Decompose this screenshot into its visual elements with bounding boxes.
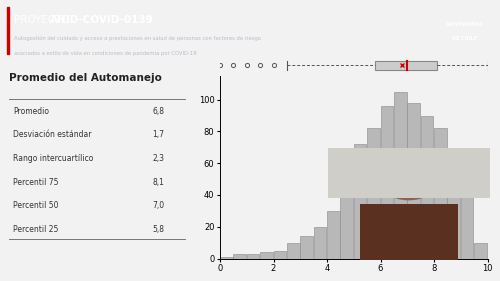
Text: 6,8: 6,8 — [152, 107, 164, 116]
Text: UNIVERSIDAD: UNIVERSIDAD — [446, 22, 484, 27]
Text: 2,3: 2,3 — [152, 154, 164, 163]
Bar — [327, 211, 340, 259]
Bar — [461, 195, 473, 259]
Bar — [375, 61, 436, 70]
Bar — [234, 254, 246, 259]
Bar — [6, 7, 9, 55]
Bar — [394, 92, 406, 259]
Bar — [274, 251, 286, 259]
Bar — [408, 103, 420, 259]
Bar — [354, 144, 366, 259]
Text: Rango intercuartílico: Rango intercuartílico — [13, 154, 94, 163]
Text: Percentil 25: Percentil 25 — [13, 225, 59, 234]
Text: PROYECTO: PROYECTO — [14, 15, 72, 25]
Text: Percentil 75: Percentil 75 — [13, 178, 59, 187]
Bar — [220, 257, 232, 259]
Text: DE CHILE: DE CHILE — [452, 36, 477, 41]
Bar — [287, 243, 300, 259]
Text: Desviación estándar: Desviación estándar — [13, 130, 92, 139]
Bar — [420, 115, 434, 259]
Bar — [300, 236, 313, 259]
Bar — [247, 254, 260, 259]
Bar — [360, 204, 458, 260]
Bar — [340, 184, 353, 259]
Ellipse shape — [378, 158, 440, 200]
Bar — [260, 252, 273, 259]
Bar — [380, 106, 393, 259]
Text: asociados a estilo de vida en condiciones de pandemia por COVID-19: asociados a estilo de vida en condicione… — [14, 51, 196, 56]
Text: 5,8: 5,8 — [152, 225, 164, 234]
Text: 7,0: 7,0 — [152, 201, 164, 210]
Text: 1,7: 1,7 — [152, 130, 164, 139]
Text: 8,1: 8,1 — [152, 178, 164, 187]
Text: Autogestión del cuidado y acceso a prestaciones en salud de personas con factore: Autogestión del cuidado y acceso a prest… — [14, 36, 260, 41]
Text: ANID-COVID-0139: ANID-COVID-0139 — [50, 15, 153, 25]
Bar — [474, 243, 487, 259]
Text: Percentil 50: Percentil 50 — [13, 201, 59, 210]
Bar — [448, 163, 460, 259]
Bar — [434, 128, 446, 259]
Bar — [314, 227, 326, 259]
Bar — [367, 128, 380, 259]
Text: Promedio del Automanejo: Promedio del Automanejo — [9, 73, 162, 83]
Text: Promedio: Promedio — [13, 107, 49, 116]
Bar — [328, 148, 490, 198]
